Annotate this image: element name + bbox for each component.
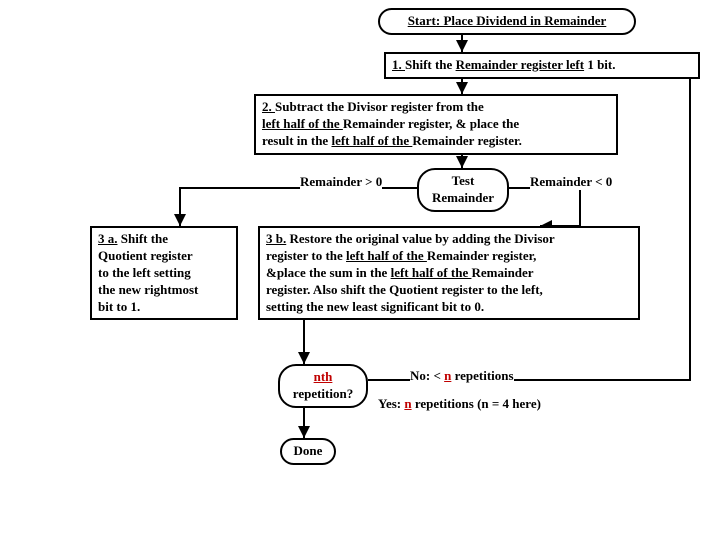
s2-l2a: left half of the bbox=[262, 116, 343, 131]
label-rem-gt: Remainder > 0 bbox=[300, 174, 382, 190]
s3a-l5: bit to 1. bbox=[98, 299, 140, 314]
test-l2: Remainder bbox=[432, 190, 494, 205]
s3b-l2a: register to the bbox=[266, 248, 346, 263]
label-rem-lt: Remainder < 0 bbox=[530, 174, 612, 190]
step1-mid: Shift the bbox=[405, 57, 456, 72]
s3b-l3b: left half of the bbox=[391, 265, 472, 280]
s3b-l3c: Remainder bbox=[471, 265, 533, 280]
yes-pre: Yes: bbox=[378, 396, 404, 411]
remlt-text: Remainder < 0 bbox=[530, 174, 612, 189]
done-text: Done bbox=[294, 443, 323, 458]
test-l1: Test bbox=[452, 173, 475, 188]
s3a-l3: to the left setting bbox=[98, 265, 191, 280]
nth-l1: nth bbox=[314, 369, 333, 384]
label-no: No: < n repetitions bbox=[410, 368, 514, 384]
node-step3a: 3 a. Shift the Quotient register to the … bbox=[90, 226, 238, 320]
start-text: Start: Place Dividend in Remainder bbox=[408, 13, 607, 28]
node-done: Done bbox=[280, 438, 336, 465]
s3b-l1b: Restore the original value by adding the… bbox=[286, 231, 554, 246]
s3a-l4: the new rightmost bbox=[98, 282, 198, 297]
s3b-l2c: Remainder register, bbox=[427, 248, 537, 263]
node-start: Start: Place Dividend in Remainder bbox=[378, 8, 636, 35]
s3a-l2: Quotient register bbox=[98, 248, 193, 263]
s3b-l4: register. Also shift the Quotient regist… bbox=[266, 282, 543, 297]
yes-mid: repetitions (n = 4 here) bbox=[412, 396, 541, 411]
step1-reg: Remainder register left bbox=[456, 57, 585, 72]
node-nth: nth repetition? bbox=[278, 364, 368, 408]
s3b-l2b: left half of the bbox=[346, 248, 427, 263]
yes-n: n bbox=[404, 396, 411, 411]
s2-l3b: left half of the bbox=[331, 133, 412, 148]
node-step1: 1. Shift the Remainder register left 1 b… bbox=[384, 52, 700, 79]
no-pre: No: < bbox=[410, 368, 444, 383]
step1-suffix: 1 bit. bbox=[584, 57, 615, 72]
node-step2: 2. Subtract the Divisor register from th… bbox=[254, 94, 618, 155]
remgt-text: Remainder > 0 bbox=[300, 174, 382, 189]
s3b-l3a: &place the sum in the bbox=[266, 265, 391, 280]
s3b-l1a: 3 b. bbox=[266, 231, 286, 246]
step1-prefix: 1. bbox=[392, 57, 405, 72]
s2-l1a: 2. bbox=[262, 99, 275, 114]
s2-l1b: Subtract the Divisor register from the bbox=[275, 99, 484, 114]
nth-l2: repetition? bbox=[293, 386, 353, 401]
label-yes: Yes: n repetitions (n = 4 here) bbox=[378, 396, 541, 412]
s3a-l1a: 3 a. bbox=[98, 231, 118, 246]
no-post: repetitions bbox=[451, 368, 513, 383]
s2-l3c: Remainder register. bbox=[412, 133, 522, 148]
s2-l3a: result in the bbox=[262, 133, 331, 148]
node-test: Test Remainder bbox=[417, 168, 509, 212]
node-step3b: 3 b. Restore the original value by addin… bbox=[258, 226, 640, 320]
s2-l2b: Remainder register, & place the bbox=[343, 116, 519, 131]
s3a-l1b: Shift the bbox=[118, 231, 169, 246]
s3b-l5: setting the new least significant bit to… bbox=[266, 299, 484, 314]
